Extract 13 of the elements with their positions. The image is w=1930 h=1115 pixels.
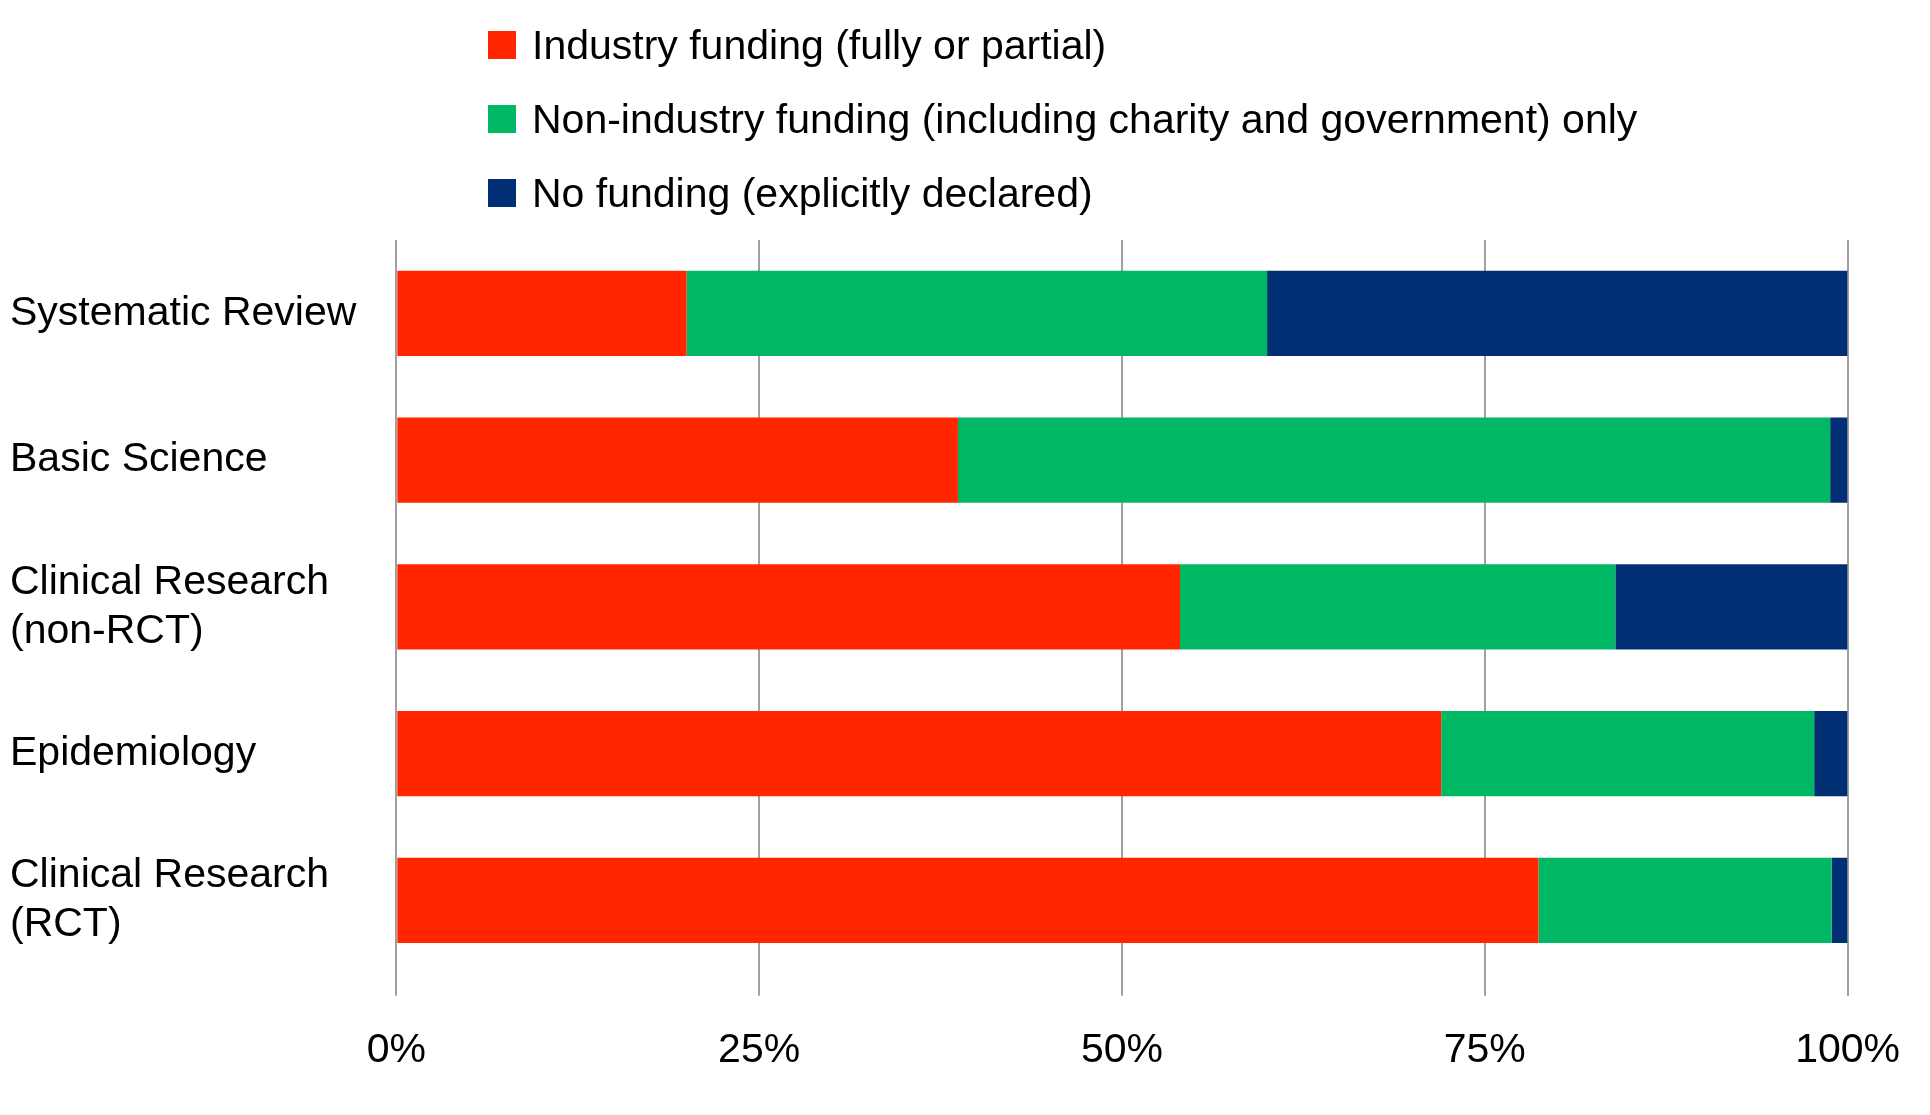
legend-label: Industry funding (fully or partial) bbox=[532, 21, 1107, 69]
x-tick-label: 75% bbox=[1443, 1024, 1526, 1071]
y-tick-label: Clinical Research (RCT) bbox=[10, 850, 330, 946]
legend-label: Non-industry funding (including charity and government) only bbox=[532, 95, 1638, 143]
y-tick-label: Epidemiology bbox=[10, 727, 257, 774]
y-tick-label: Clinical Research (non-RCT) bbox=[10, 556, 330, 652]
x-tick-label: 100% bbox=[1795, 1024, 1901, 1071]
y-tick-label: Basic Science bbox=[10, 434, 268, 481]
x-tick-label: 50% bbox=[1080, 1024, 1163, 1071]
x-tick-label: 0% bbox=[366, 1024, 426, 1071]
x-tick-label: 25% bbox=[718, 1024, 801, 1071]
legend-label: No funding (explicitly declared) bbox=[532, 169, 1093, 217]
y-tick-label: Systematic Review bbox=[10, 287, 357, 334]
